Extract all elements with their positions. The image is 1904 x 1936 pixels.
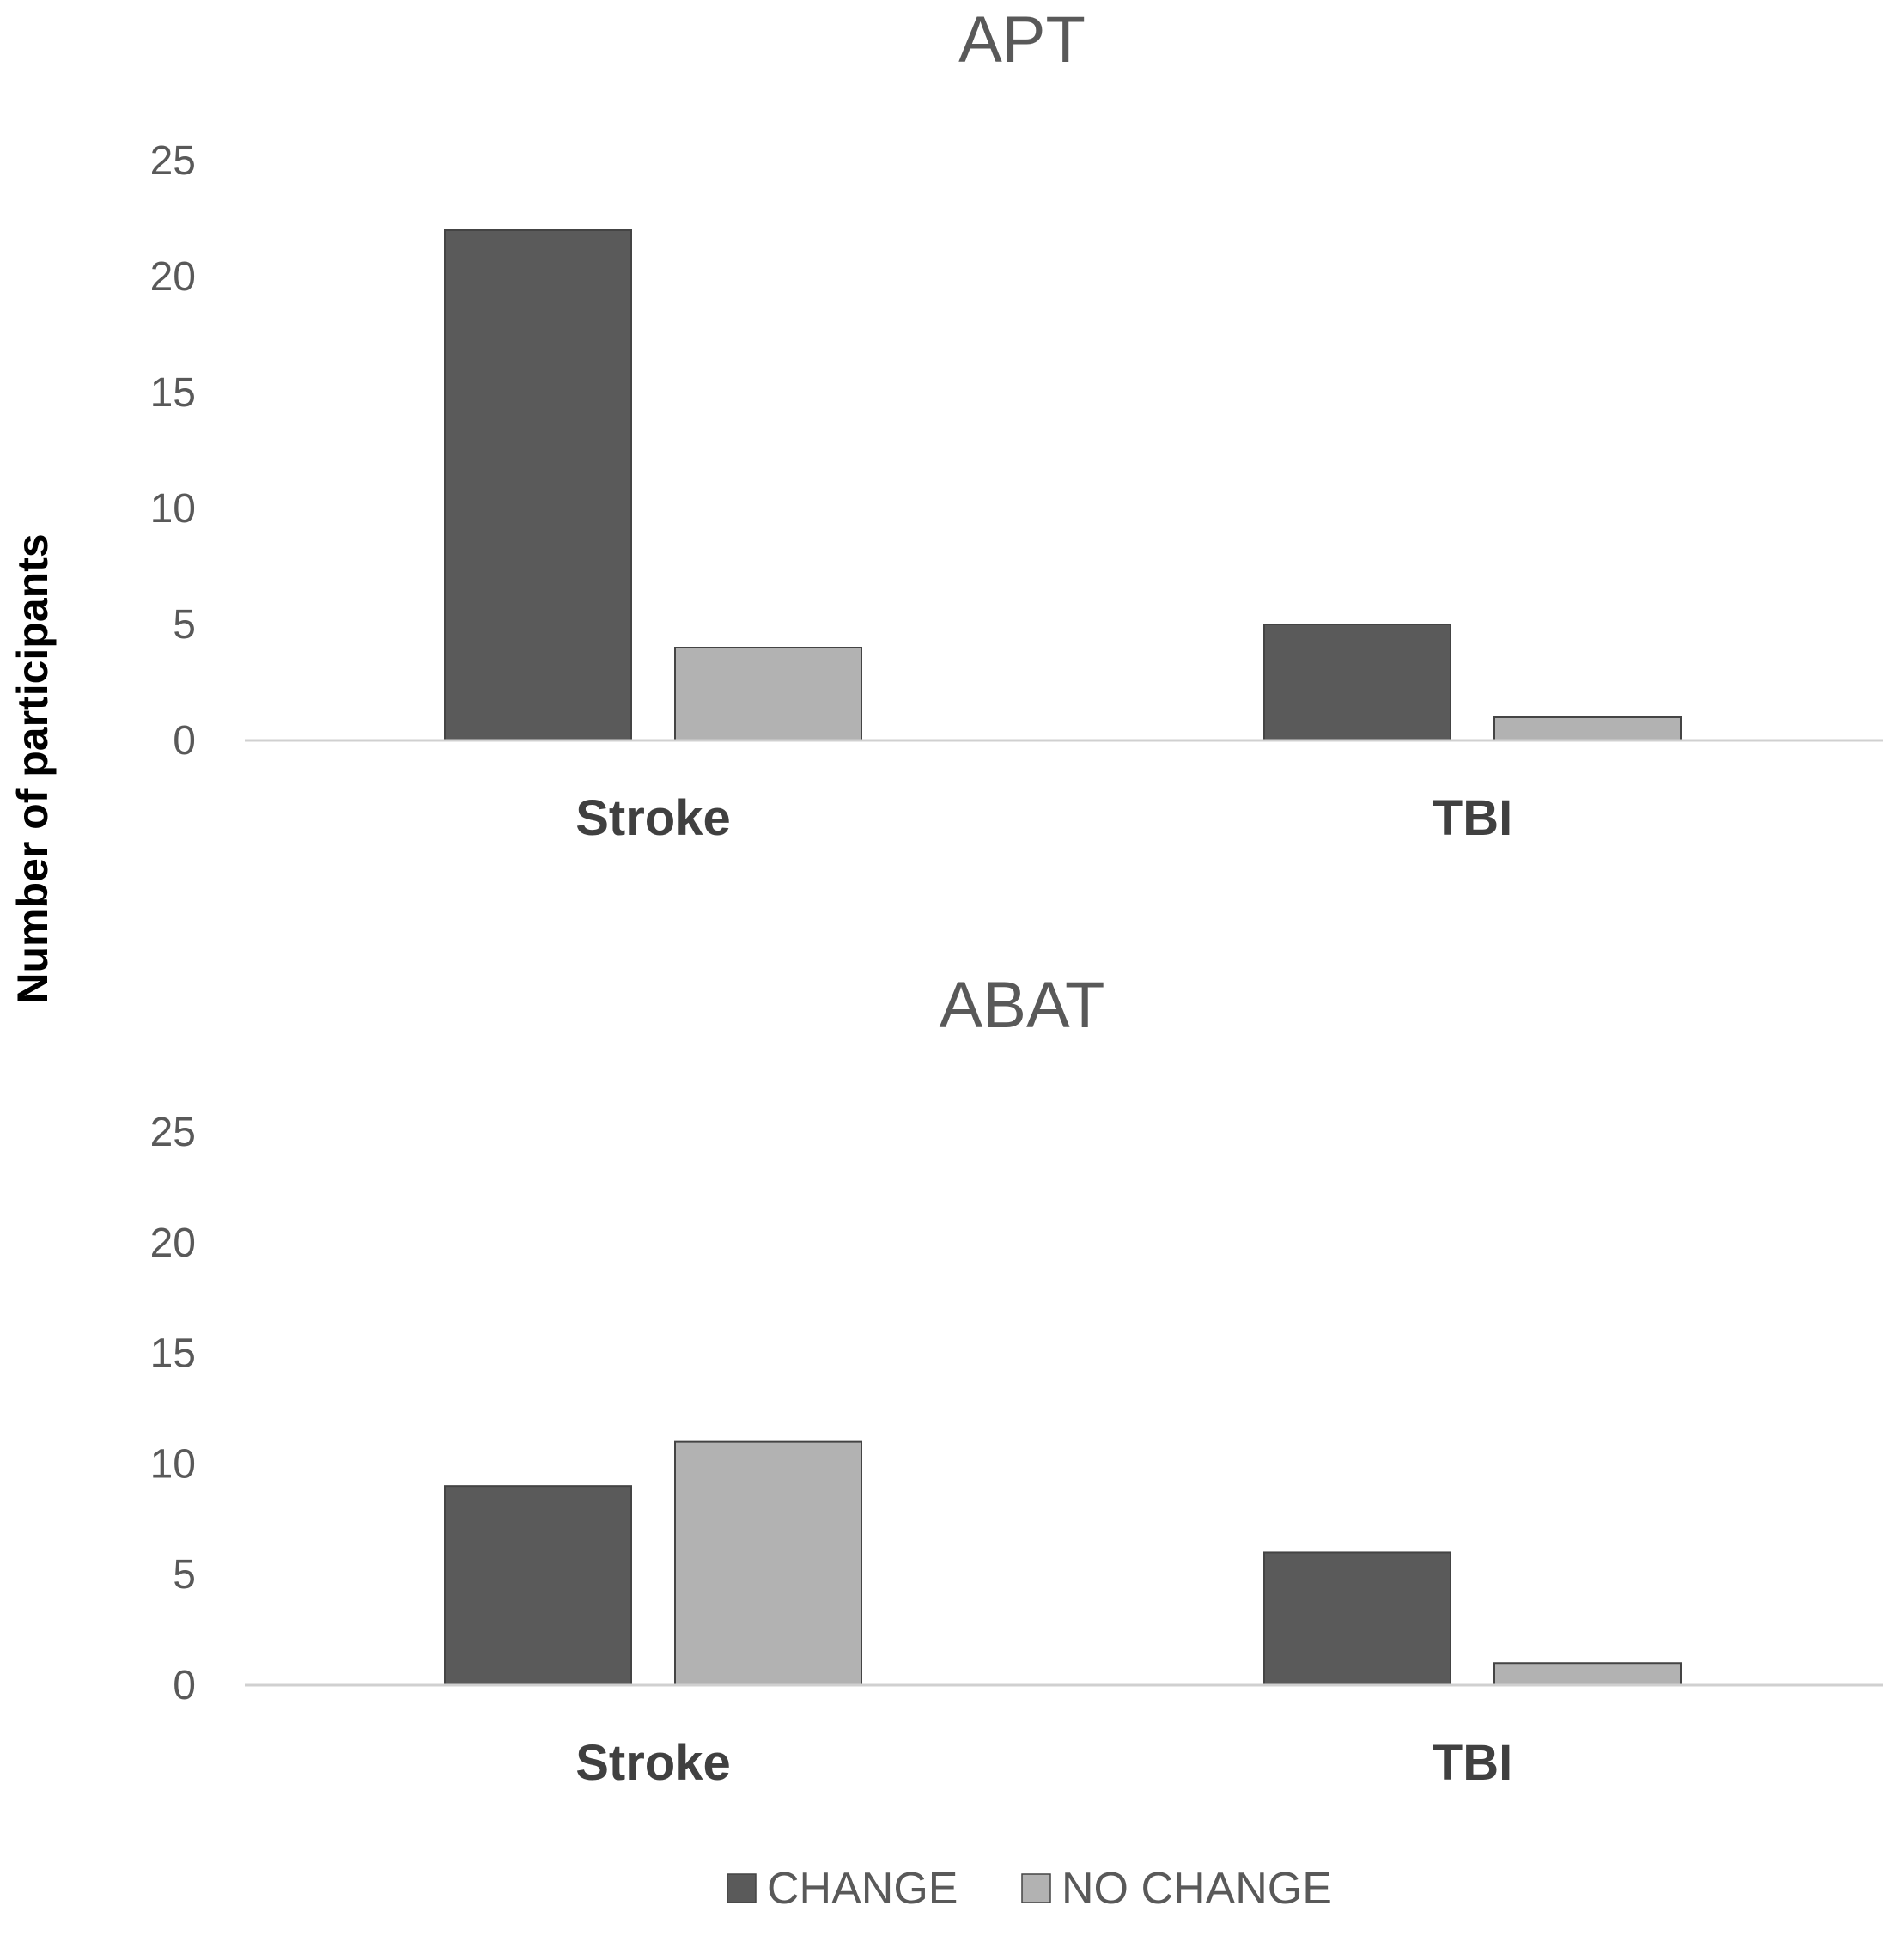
category-label: TBI [1433, 1735, 1512, 1791]
bar-no-change-tbi [1493, 1662, 1682, 1686]
bar-no-change-stroke [674, 1440, 862, 1686]
bar-change-stroke [444, 1485, 632, 1687]
legend: CHANGE NO CHANGE [727, 1864, 1332, 1914]
y-tick-label: 5 [173, 602, 196, 648]
bar-change-stroke [444, 229, 632, 741]
category-label: Stroke [575, 1735, 731, 1791]
legend-label: CHANGE [767, 1864, 958, 1914]
bar-no-change-tbi [1493, 716, 1682, 741]
y-axis-label: Number of participants [9, 533, 57, 1003]
y-tick-label: 25 [150, 138, 196, 184]
chart-panel-abat: ABAT 0 5 10 15 20 25 Stroke TBI [150, 969, 1883, 1791]
category-label: Stroke [575, 790, 731, 846]
chart-title: ABAT [940, 969, 1105, 1042]
y-tick-label: 20 [150, 1221, 196, 1266]
y-tick-label: 25 [150, 1110, 196, 1155]
y-tick-label: 10 [150, 1441, 196, 1487]
category-label: TBI [1433, 790, 1512, 846]
y-tick-label: 15 [150, 370, 196, 416]
legend-label: NO CHANGE [1061, 1864, 1332, 1914]
legend-swatch [1021, 1873, 1051, 1903]
legend-swatch [727, 1873, 757, 1903]
chart-title: APT [958, 3, 1086, 76]
y-tick-label: 0 [173, 718, 196, 764]
bar-no-change-stroke [674, 647, 862, 741]
bar-change-tbi [1263, 624, 1451, 741]
y-tick-label: 0 [173, 1663, 196, 1708]
y-tick-label: 10 [150, 486, 196, 532]
y-tick-label: 20 [150, 254, 196, 300]
y-tick-label: 5 [173, 1552, 196, 1598]
chart-panel-apt: APT 0 5 10 15 20 25 Stroke TBI [150, 3, 1883, 846]
bar-change-tbi [1263, 1551, 1451, 1686]
y-tick-label: 15 [150, 1331, 196, 1377]
